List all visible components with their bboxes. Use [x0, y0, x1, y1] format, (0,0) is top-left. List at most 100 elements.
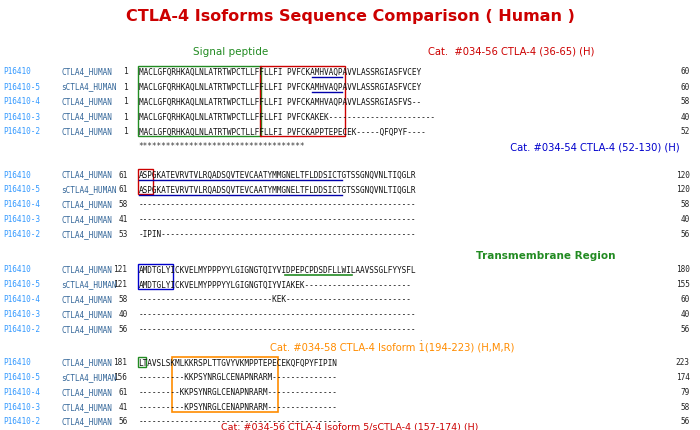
Text: 56: 56	[680, 325, 690, 334]
Text: P16410-2: P16410-2	[4, 325, 41, 334]
Text: LTAVSLSKMLKKRSPLTTGVYVKMPPTEPECEKQFQPYFIPIN: LTAVSLSKMLKKRSPLTTGVYVKMPPTEPECEKQFQPYFI…	[139, 358, 337, 367]
Text: P16410: P16410	[4, 170, 32, 179]
Text: 1: 1	[122, 127, 127, 136]
Text: 40: 40	[680, 112, 690, 121]
Text: CTLA4_HUMAN: CTLA4_HUMAN	[62, 170, 113, 179]
Text: 41: 41	[118, 402, 127, 412]
Text: P16410-5: P16410-5	[4, 280, 41, 289]
Text: CTLA4_HUMAN: CTLA4_HUMAN	[62, 295, 113, 304]
Text: Cat: #034-56 CTLA-4 Isoform 5/sCTLA-4 (157-174) (H): Cat: #034-56 CTLA-4 Isoform 5/sCTLA-4 (1…	[221, 423, 479, 430]
Text: CTLA4_HUMAN: CTLA4_HUMAN	[62, 112, 113, 121]
Text: 56: 56	[118, 417, 127, 426]
Text: AMDTGLYICKVELMYPPPYYLGIGNGTQIYVIDPEPCPDSDFLLWILAAVSSGLFYYSFL: AMDTGLYICKVELMYPPPYYLGIGNGTQIYVIDPEPCPDS…	[139, 265, 416, 274]
Text: CTLA4_HUMAN: CTLA4_HUMAN	[62, 127, 113, 136]
Bar	[138, 357, 146, 367]
Text: MACLGFQRHKAQLNLATRTWPCTLLFFLLFI PVFCKAMHVAQPAVVLASSRGIASFVCEY: MACLGFQRHKAQLNLATRTWPCTLLFFLLFI PVFCKAMH…	[139, 82, 421, 91]
Text: 79: 79	[680, 387, 690, 396]
Text: 58: 58	[118, 200, 127, 209]
Text: ASPGKATEVRVTVLRQADSQVTEVCAATYMMGNELTFLDDSICTGTSSGNQVNLTIQGLR: ASPGKATEVRVTVLRQADSQVTEVCAATYMMGNELTFLDD…	[139, 170, 416, 179]
Text: P16410-2: P16410-2	[4, 417, 41, 426]
Text: P16410-4: P16410-4	[4, 97, 41, 106]
Text: CTLA4_HUMAN: CTLA4_HUMAN	[62, 310, 113, 319]
Text: MACLGFQRHKAQLNLATRTWPCTLLFFLLFI PVFCKAPPTEPECEK-----QFQPYF----: MACLGFQRHKAQLNLATRTWPCTLLFFLLFI PVFCKAPP…	[139, 127, 426, 136]
Text: 40: 40	[118, 310, 127, 319]
Bar	[138, 264, 174, 289]
Text: P16410-5: P16410-5	[4, 82, 41, 91]
Text: 60: 60	[680, 82, 690, 91]
Text: 1: 1	[122, 82, 127, 91]
Text: CTLA4_HUMAN: CTLA4_HUMAN	[62, 230, 113, 239]
Text: CTLA4_HUMAN: CTLA4_HUMAN	[62, 387, 113, 396]
Text: ASPGKATEVRVTVLRQADSQVTEVCAATYMMGNELTFLDDSICTGTSSGNQVNLTIQGLR: ASPGKATEVRVTVLRQADSQVTEVCAATYMMGNELTFLDD…	[139, 185, 416, 194]
Bar	[138, 169, 153, 195]
Text: Cat. #034-54 CTLA-4 (52-130) (H): Cat. #034-54 CTLA-4 (52-130) (H)	[504, 141, 680, 152]
Text: MACLGFQRHKAQLNLATRTWPCTLLFFLLFI PVFCKAMHVAQPAVVLASSRGIASFVCEY: MACLGFQRHKAQLNLATRTWPCTLLFFLLFI PVFCKAMH…	[139, 68, 421, 76]
Text: P16410-3: P16410-3	[4, 215, 41, 224]
Text: AMDTGLYICKVELMYPPPYYLGIGNGTQIYVIAKEK-----------------------: AMDTGLYICKVELMYPPPYYLGIGNGTQIYVIAKEK----…	[139, 280, 412, 289]
Text: CTLA4_HUMAN: CTLA4_HUMAN	[62, 358, 113, 367]
Text: 120: 120	[676, 185, 690, 194]
Text: CTLA4_HUMAN: CTLA4_HUMAN	[62, 200, 113, 209]
Text: P16410-3: P16410-3	[4, 112, 41, 121]
Text: 52: 52	[680, 127, 690, 136]
Text: 56: 56	[680, 417, 690, 426]
Bar	[138, 67, 261, 137]
Text: 61: 61	[118, 185, 127, 194]
Text: P16410-3: P16410-3	[4, 310, 41, 319]
Text: P16410: P16410	[4, 68, 32, 76]
Text: ------------------------------------------------------------: ----------------------------------------…	[139, 325, 416, 334]
Text: P16410-2: P16410-2	[4, 230, 41, 239]
Text: Signal peptide: Signal peptide	[193, 47, 269, 57]
Text: CTLA4_HUMAN: CTLA4_HUMAN	[62, 97, 113, 106]
Text: 174: 174	[676, 373, 690, 381]
Text: P16410-3: P16410-3	[4, 402, 41, 412]
Text: P16410-5: P16410-5	[4, 185, 41, 194]
Text: 120: 120	[676, 170, 690, 179]
Text: 156: 156	[113, 373, 127, 381]
Text: P16410-4: P16410-4	[4, 295, 41, 304]
Text: CTLA-4 Isoforms Sequence Comparison ( Human ): CTLA-4 Isoforms Sequence Comparison ( Hu…	[125, 9, 575, 25]
Text: 40: 40	[680, 215, 690, 224]
Text: Transmembrane Region: Transmembrane Region	[476, 250, 616, 261]
Text: CTLA4_HUMAN: CTLA4_HUMAN	[62, 265, 113, 274]
Text: 58: 58	[680, 402, 690, 412]
Text: Cat.  #034-56 CTLA-4 (36-65) (H): Cat. #034-56 CTLA-4 (36-65) (H)	[428, 47, 594, 57]
Text: P16410: P16410	[4, 265, 32, 274]
Text: 53: 53	[118, 230, 127, 239]
Text: sCTLA4_HUMAN: sCTLA4_HUMAN	[62, 185, 117, 194]
Text: CTLA4_HUMAN: CTLA4_HUMAN	[62, 68, 113, 76]
Text: 155: 155	[676, 280, 690, 289]
Text: ----------KPSYNRGLCENAPNRARM---------------: ----------KPSYNRGLCENAPNRARM------------…	[139, 402, 337, 412]
Text: CTLA4_HUMAN: CTLA4_HUMAN	[62, 325, 113, 334]
Text: Cat. #034-58 CTLA-4 Isoform 1(194-223) (H,M,R): Cat. #034-58 CTLA-4 Isoform 1(194-223) (…	[270, 342, 514, 352]
Text: MACLGFQRHKAQLNLATRTWPCTLLFFLLFI PVFCKAMHVAQPAVVLASSRGIASFVS--: MACLGFQRHKAQLNLATRTWPCTLLFFLLFI PVFCKAMH…	[139, 97, 421, 106]
Text: ----------KKPSYNRGLCENAPNRARM--------------: ----------KKPSYNRGLCENAPNRARM-----------…	[139, 373, 337, 381]
Bar	[172, 357, 279, 412]
Text: CTLA4_HUMAN: CTLA4_HUMAN	[62, 215, 113, 224]
Text: ------------------------------------------------------------: ----------------------------------------…	[139, 310, 416, 319]
Text: P16410-5: P16410-5	[4, 373, 41, 381]
Text: 60: 60	[680, 68, 690, 76]
Text: P16410: P16410	[4, 358, 32, 367]
Text: CTLA4_HUMAN: CTLA4_HUMAN	[62, 402, 113, 412]
Text: P16410-2: P16410-2	[4, 127, 41, 136]
Text: 41: 41	[118, 215, 127, 224]
Bar	[260, 67, 344, 137]
Text: 58: 58	[680, 97, 690, 106]
Text: 56: 56	[118, 325, 127, 334]
Text: ************************************: ************************************	[139, 142, 305, 151]
Text: P16410-4: P16410-4	[4, 387, 41, 396]
Text: sCTLA4_HUMAN: sCTLA4_HUMAN	[62, 280, 117, 289]
Text: 121: 121	[113, 280, 127, 289]
Text: 58: 58	[118, 295, 127, 304]
Text: MACLGFQRHKAQLNLATRTWPCTLLFFLLFI PVFCKAKEK-----------------------: MACLGFQRHKAQLNLATRTWPCTLLFFLLFI PVFCKAKE…	[139, 112, 435, 121]
Text: 60: 60	[680, 295, 690, 304]
Text: 56: 56	[680, 230, 690, 239]
Text: 1: 1	[122, 68, 127, 76]
Text: -IPIN-------------------------------------------------------: -IPIN-----------------------------------…	[139, 230, 416, 239]
Text: 61: 61	[118, 387, 127, 396]
Text: 1: 1	[122, 97, 127, 106]
Text: sCTLA4_HUMAN: sCTLA4_HUMAN	[62, 373, 117, 381]
Text: 181: 181	[113, 358, 127, 367]
Text: P16410-4: P16410-4	[4, 200, 41, 209]
